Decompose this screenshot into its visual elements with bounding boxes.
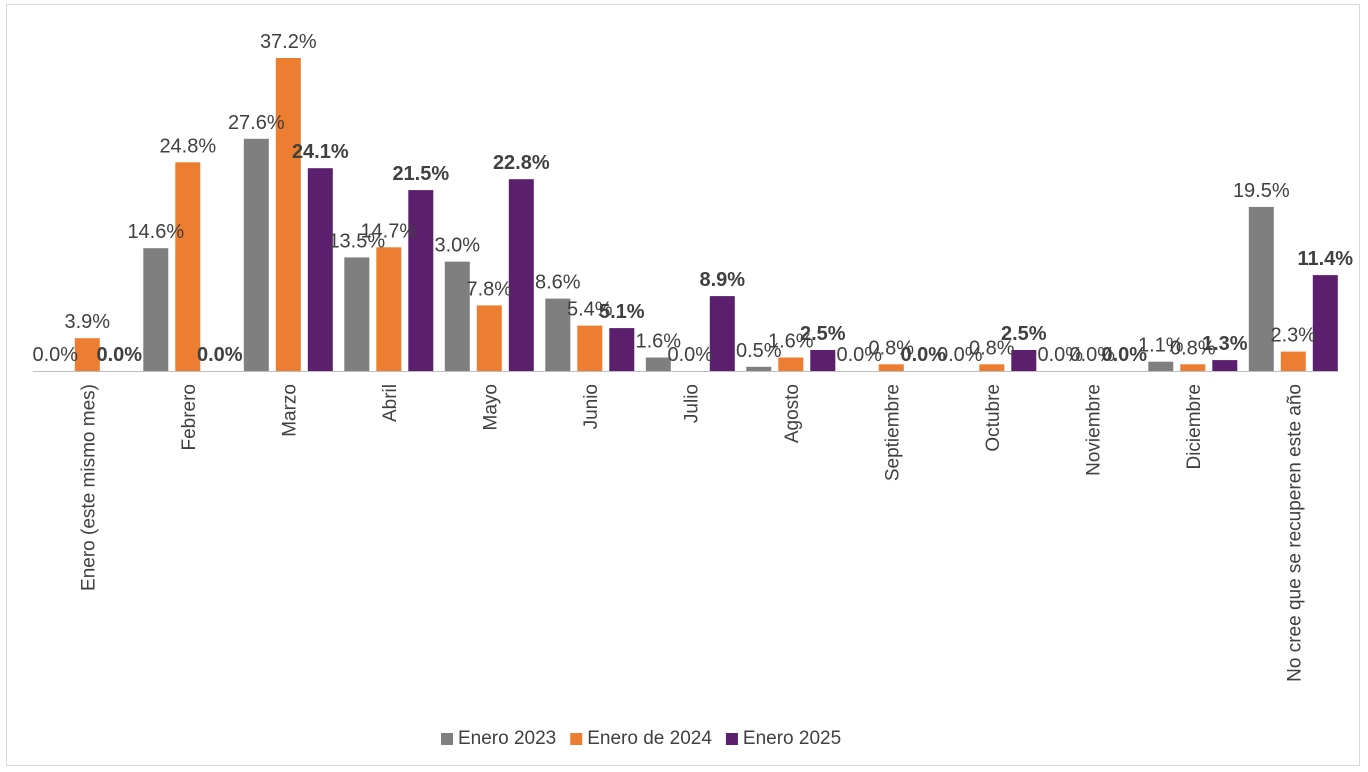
value-label-3-9: 0.0% <box>901 344 947 366</box>
bar-1-8 <box>746 366 772 371</box>
bar-3-3 <box>307 168 333 371</box>
category-label-11: Noviembre <box>1083 384 1104 476</box>
bar-1-4 <box>344 257 370 371</box>
value-label-1-12: 1.1% <box>1138 335 1184 357</box>
bar-2-4 <box>376 247 402 371</box>
value-labels-layer: 0.0% 3.9% 0.0% 14.6% 24.8% 0.0% 27.6% 37.2% 24.1… <box>33 31 1354 366</box>
value-label-2-7: 0.0% <box>668 344 714 366</box>
legend-swatch-1 <box>441 733 453 745</box>
legend-swatch-3 <box>725 733 738 745</box>
value-label-1-11: 0.0% <box>1038 344 1084 366</box>
bar-2-1 <box>74 338 100 371</box>
bar-3-10 <box>1011 350 1037 371</box>
value-label-2-4: 14.7% <box>360 220 417 242</box>
bar-3-13 <box>1312 275 1338 371</box>
value-label-1-9: 0.0% <box>837 344 883 366</box>
value-label-1-5: 3.0% <box>435 235 481 257</box>
bar-1-2 <box>143 248 169 371</box>
bar-2-10 <box>979 364 1005 371</box>
bar-2-12 <box>1180 364 1206 371</box>
legend-label-3: Enero 2025 <box>743 728 841 749</box>
bar-2-13 <box>1280 351 1306 371</box>
value-label-3-8: 2.5% <box>800 323 846 345</box>
value-label-2-12: 0.8% <box>1170 337 1216 359</box>
bar-2-6 <box>577 325 603 371</box>
value-label-1-8: 0.5% <box>736 340 782 362</box>
value-label-2-11: 0.0% <box>1070 344 1116 366</box>
legend: Enero 2023 Enero de 2024 Enero 2025 <box>441 728 841 749</box>
category-label-12: Diciembre <box>1184 384 1205 470</box>
value-label-3-7: 8.9% <box>700 269 746 291</box>
category-label-7: Julio <box>681 384 702 423</box>
bar-2-3 <box>275 58 301 371</box>
category-label-6: Junio <box>581 384 602 429</box>
value-label-3-12: 1.3% <box>1202 333 1248 355</box>
bar-2-5 <box>476 305 502 371</box>
bar-2-8 <box>778 357 804 371</box>
category-label-5: Mayo <box>480 384 501 430</box>
category-label-10: Octubre <box>983 384 1004 452</box>
bar-3-8 <box>810 350 836 371</box>
value-label-1-2: 14.6% <box>127 221 184 243</box>
category-label-3: Marzo <box>279 384 300 437</box>
bar-3-6 <box>609 328 635 371</box>
value-label-3-10: 2.5% <box>1001 323 1047 345</box>
bar-3-5 <box>508 179 534 371</box>
category-label-8: Agosto <box>782 384 803 443</box>
value-label-3-6: 5.1% <box>599 301 645 323</box>
bar-1-6 <box>545 298 571 371</box>
category-label-2: Febrero <box>179 384 200 451</box>
bar-1-7 <box>645 357 671 371</box>
bar-1-13 <box>1248 206 1274 371</box>
value-label-3-1: 0.0% <box>97 344 143 366</box>
value-label-2-13: 2.3% <box>1271 325 1317 347</box>
bar-3-4 <box>408 190 434 371</box>
value-label-2-1: 3.9% <box>65 311 111 333</box>
value-label-1-10: 0.0% <box>937 344 983 366</box>
value-label-2-5: 7.8% <box>467 278 513 300</box>
value-label-3-5: 22.8% <box>493 152 550 174</box>
value-label-2-3: 37.2% <box>260 31 317 53</box>
value-label-3-4: 21.5% <box>392 163 449 185</box>
category-labels-layer: Enero (este mismo mes) Febrero Marzo Abril M… <box>78 384 1305 682</box>
value-label-1-7: 1.6% <box>636 331 682 353</box>
category-label-13: No cree que se recuperen este año <box>1284 384 1305 682</box>
bar-1-5 <box>444 261 470 371</box>
value-label-1-6: 8.6% <box>535 272 581 294</box>
legend-swatch-2 <box>570 733 583 745</box>
value-label-1-4: 13.5% <box>328 230 385 252</box>
category-label-1: Enero (este mismo mes) <box>78 384 99 591</box>
value-label-2-10: 0.8% <box>969 337 1015 359</box>
bar-1-12 <box>1148 361 1174 371</box>
value-label-2-8: 1.6% <box>768 331 814 353</box>
value-label-3-11: 0.0% <box>1102 344 1148 366</box>
category-label-4: Abril <box>380 384 401 422</box>
chart-frame <box>6 4 1360 766</box>
value-label-3-13: 11.4% <box>1297 248 1353 270</box>
bar-3-7 <box>709 296 735 371</box>
bar-2-9 <box>878 364 904 371</box>
legend-label-2: Enero de 2024 <box>587 728 712 749</box>
value-label-1-1: 0.0% <box>33 344 79 366</box>
value-label-1-3: 27.6% <box>228 112 285 134</box>
bar-1-3 <box>243 138 269 371</box>
value-label-1-13: 19.5% <box>1233 180 1290 202</box>
value-label-2-2: 24.8% <box>159 135 216 157</box>
category-label-9: Septiembre <box>882 384 903 481</box>
value-label-2-6: 5.4% <box>567 299 613 321</box>
legend-label-1: Enero 2023 <box>458 728 556 749</box>
value-label-3-3: 24.1% <box>292 141 349 163</box>
value-label-3-2: 0.0% <box>197 344 243 366</box>
bar-2-2 <box>175 162 201 371</box>
bars-layer <box>74 58 1338 371</box>
value-label-2-9: 0.8% <box>869 337 915 359</box>
bar-3-12 <box>1212 360 1238 371</box>
